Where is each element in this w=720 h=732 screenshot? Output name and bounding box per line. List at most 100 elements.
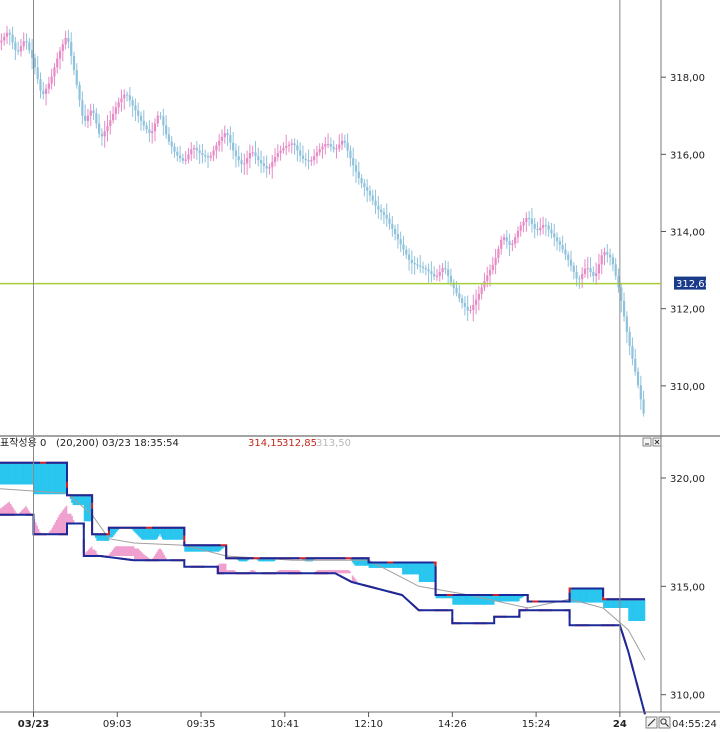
indicator-fill-cyan: [421, 562, 424, 582]
indicator-fill-cyan: [9, 462, 12, 485]
indicator-fill-cyan: [55, 462, 58, 495]
candle-body: [578, 278, 581, 280]
indicator-fill-pink: [108, 553, 111, 556]
indicator-fill-pink: [118, 546, 121, 556]
candle-body: [81, 100, 84, 116]
indicator-fill-cyan: [138, 527, 140, 537]
indicator-fill-pink: [342, 570, 344, 574]
indicator-fill-cyan: [572, 588, 575, 603]
indicator-fill-pink: [160, 549, 163, 561]
indicator-fill-cyan: [50, 462, 52, 495]
indicator-fill-cyan: [632, 599, 635, 621]
candle-body: [128, 95, 131, 101]
indicator-fill-cyan: [638, 599, 640, 621]
candle-body: [92, 110, 95, 114]
indicator-fill-cyan: [621, 599, 623, 608]
x-tick-label: 24: [613, 719, 627, 730]
candle-body: [25, 41, 28, 43]
indicator-fill-cyan: [480, 595, 482, 605]
indicator-fill-cyan: [8, 462, 11, 485]
candle-body: [229, 135, 232, 143]
indicator-fill-pink: [11, 506, 13, 515]
indicator-fill-cyan: [34, 462, 37, 495]
indicator-fill-cyan: [188, 545, 191, 552]
indicator-y-tick-label: 315,00: [670, 582, 705, 593]
indicator-fill-cyan: [101, 534, 104, 541]
indicator-fill-cyan: [358, 558, 361, 566]
indicator-y-axis: 320,00 315,00 310,00: [661, 474, 705, 702]
indicator-fill-pink: [163, 554, 166, 561]
indicator-fill-pink: [288, 570, 291, 574]
indicator-fill-cyan: [136, 527, 139, 536]
indicator-fill-cyan: [265, 558, 267, 562]
indicator-fill-cyan: [171, 527, 174, 540]
candle-body: [276, 153, 279, 157]
indicator-fill-cyan: [76, 495, 79, 506]
candle-body: [204, 154, 207, 157]
x-tick-label: 10:41: [270, 719, 299, 730]
indicator-fill-cyan: [643, 599, 646, 621]
indicator-fill-cyan: [431, 562, 434, 582]
x-tick-label: 03/23: [18, 719, 50, 730]
panel-close-icon[interactable]: [652, 437, 662, 447]
indicator-fill-cyan: [20, 462, 23, 485]
indicator-params: (20,200): [56, 438, 99, 449]
candle-body: [178, 155, 182, 159]
indicator-fill-cyan: [100, 534, 103, 541]
indicator-fill-pink: [4, 505, 6, 515]
indicator-fill-cyan: [470, 595, 473, 605]
indicator-fill-cyan: [469, 595, 471, 605]
indicator-fill-cyan: [36, 462, 38, 495]
zoom-icon[interactable]: [658, 716, 671, 729]
indicator-fill-cyan: [404, 562, 407, 575]
indicator-fill-cyan: [402, 562, 404, 575]
indicator-fill-cyan: [617, 599, 619, 608]
indicator-fill-cyan: [414, 562, 417, 575]
candle-body: [329, 144, 332, 147]
indicator-fill-pink: [254, 571, 256, 574]
candle-body: [639, 385, 642, 400]
indicator-fill-pink: [329, 570, 332, 574]
indicator-fill-cyan: [134, 527, 136, 533]
indicator-fill-cyan: [427, 562, 429, 582]
candle-body: [374, 200, 377, 206]
edit-icon[interactable]: [645, 716, 658, 729]
panel-minimize-icon[interactable]: [642, 437, 652, 447]
x-tick-label: 09:03: [103, 719, 132, 730]
indicator-fill-pink: [117, 546, 119, 556]
indicator-fill-cyan: [622, 599, 625, 608]
indicator-fill-cyan: [625, 599, 628, 608]
indicator-fill-cyan: [240, 558, 242, 562]
candle-body: [447, 269, 450, 276]
candle-body: [438, 272, 441, 276]
indicator-fill-cyan: [261, 558, 263, 562]
candle-body: [416, 264, 419, 266]
candle-body: [265, 165, 268, 169]
indicator-fill-cyan: [219, 545, 221, 551]
candle-body: [595, 273, 598, 276]
candle-body: [125, 94, 129, 96]
indicator-fill-cyan: [97, 534, 100, 541]
indicator-fill-pink: [336, 570, 339, 574]
indicator-fill-cyan: [498, 595, 501, 602]
indicator-fill-cyan: [473, 595, 475, 605]
candle-body: [555, 237, 559, 242]
indicator-fill-cyan: [372, 562, 375, 568]
candle-body: [539, 227, 542, 231]
indicator-fill-cyan: [379, 562, 382, 568]
candle-body: [296, 145, 299, 151]
candle-body: [14, 42, 17, 51]
candle-body: [42, 90, 45, 94]
candle-body: [248, 153, 252, 159]
candle-body: [433, 273, 436, 277]
candle-body: [237, 156, 240, 161]
candle-body: [301, 155, 305, 159]
indicator-fill-cyan: [178, 527, 181, 540]
indicator-fill-cyan: [455, 595, 457, 605]
indicator-fill-cyan: [19, 462, 22, 485]
price-plot-area: [0, 0, 661, 436]
indicator-fill-cyan: [15, 462, 18, 485]
indicator-fill-cyan: [117, 527, 119, 530]
candle-body: [368, 190, 372, 196]
candle-body: [145, 125, 148, 130]
